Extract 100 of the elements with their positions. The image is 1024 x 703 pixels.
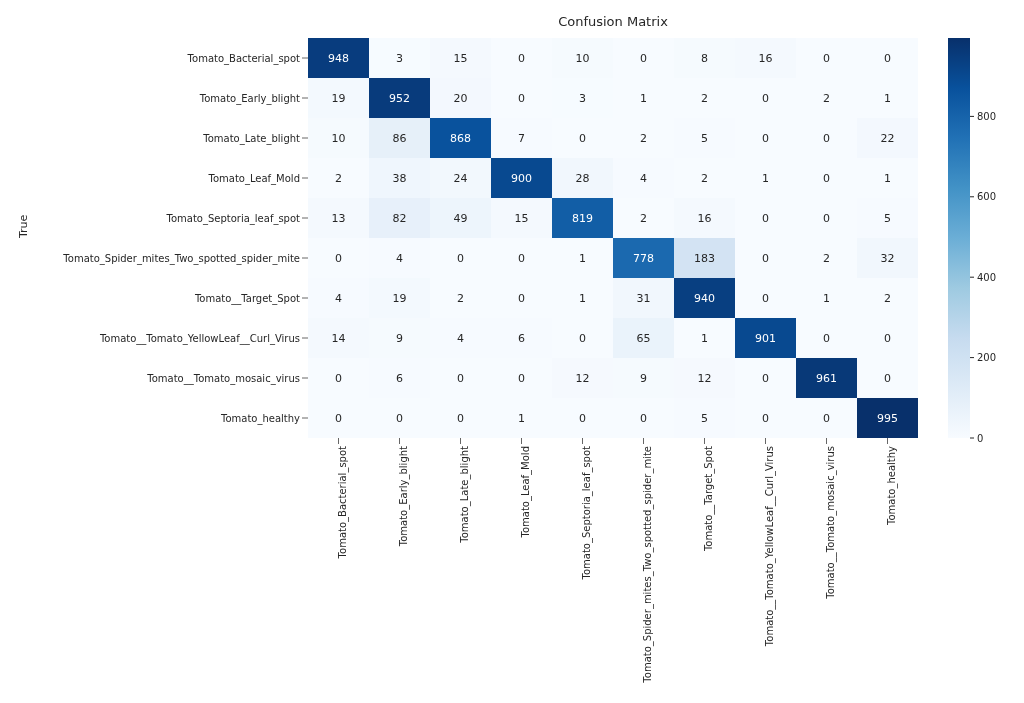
data-label: 5: [884, 211, 891, 225]
x-tick-label: Tomato_healthy: [885, 445, 898, 527]
color-bar-label: 600: [977, 191, 997, 203]
x-tick-label: Tomato_Early_blight: [397, 445, 410, 548]
data-label: 3: [396, 51, 403, 65]
data-label: 1: [518, 411, 525, 425]
data-label: 0: [457, 251, 464, 265]
y-tick-label: Tomato_Late_blight: [202, 132, 301, 145]
data-label: 0: [762, 291, 769, 305]
data-label: 6: [396, 371, 403, 385]
y-tick-label: Tomato_healthy: [219, 412, 301, 425]
data-label: 65: [636, 331, 651, 345]
data-label: 7: [518, 131, 525, 145]
data-label: 31: [636, 291, 651, 305]
data-label: 82: [392, 211, 407, 225]
data-label: 3: [579, 91, 586, 105]
data-label: 49: [453, 211, 468, 225]
data-label: 0: [762, 411, 769, 425]
data-label: 961: [816, 371, 837, 385]
color-bar-label: 400: [977, 271, 997, 283]
data-label: 2: [640, 211, 647, 225]
data-label: 948: [328, 51, 349, 65]
x-tick-label: Tomato_Spider_mites_Two_spotted_spider_mite: [641, 446, 654, 684]
data-label: 183: [694, 251, 715, 265]
data-label: 12: [697, 371, 712, 385]
data-label: 2: [457, 291, 464, 305]
y-tick-label: Tomato_Bacterial_spot: [186, 52, 301, 65]
x-tick-label: Tomato_Leaf_Mold: [519, 446, 532, 539]
data-label: 940: [694, 291, 715, 305]
data-label: 1: [640, 91, 647, 105]
color-bar-label: 200: [977, 352, 997, 364]
data-label: 10: [331, 131, 346, 145]
y-tick-label: Tomato_Spider_mites_Two_spotted_spider_mite: [62, 252, 300, 265]
data-label: 2: [640, 131, 647, 145]
data-label: 9: [396, 331, 403, 345]
data-label: 12: [575, 371, 590, 385]
data-label: 1: [823, 291, 830, 305]
x-tick-label: Tomato__Tomato_YellowLeaf__Curl_Virus: [763, 446, 776, 648]
data-label: 1: [884, 171, 891, 185]
data-label: 0: [640, 51, 647, 65]
data-label: 1: [884, 91, 891, 105]
data-label: 2: [335, 171, 342, 185]
data-label: 0: [640, 411, 647, 425]
chart-title: Confusion Matrix: [557, 14, 669, 29]
data-label: 4: [457, 331, 464, 345]
data-label: 19: [331, 91, 346, 105]
data-label: 0: [518, 251, 525, 265]
x-tick-label: Tomato__Target_Spot: [702, 445, 715, 553]
data-label: 2: [701, 91, 708, 105]
data-label: 0: [823, 131, 830, 145]
data-label: 15: [453, 51, 468, 65]
data-label: 0: [762, 371, 769, 385]
data-label: 1: [701, 331, 708, 345]
data-label: 0: [762, 211, 769, 225]
data-label: 0: [823, 211, 830, 225]
y-axis-title: True: [16, 214, 30, 239]
data-label: 0: [396, 411, 403, 425]
data-label: 1: [579, 251, 586, 265]
data-label: 0: [457, 411, 464, 425]
data-label: 28: [575, 171, 590, 185]
data-label: 2: [823, 91, 830, 105]
y-tick-label: Tomato__Tomato_mosaic_virus: [146, 372, 300, 385]
data-label: 9: [640, 371, 647, 385]
data-label: 0: [823, 331, 830, 345]
data-label: 819: [572, 211, 593, 225]
data-label: 0: [518, 51, 525, 65]
data-label: 952: [389, 91, 410, 105]
color-bar-label: 800: [977, 110, 997, 122]
data-label: 901: [755, 331, 776, 345]
x-tick-label: Tomato_Septoria_leaf_spot: [580, 445, 593, 581]
data-label: 20: [453, 91, 468, 105]
data-label: 0: [335, 251, 342, 265]
data-label: 16: [697, 211, 712, 225]
data-label: 0: [823, 171, 830, 185]
data-label: 778: [633, 251, 654, 265]
data-label: 13: [331, 211, 346, 225]
y-tick-label: Tomato__Tomato_YellowLeaf__Curl_Virus: [98, 332, 300, 345]
data-label: 8: [701, 51, 708, 65]
color-bar-label: 0: [977, 432, 984, 444]
data-label: 4: [640, 171, 647, 185]
y-tick-label: Tomato_Leaf_Mold: [207, 172, 300, 185]
data-label: 22: [880, 131, 895, 145]
data-label: 0: [762, 251, 769, 265]
data-label: 0: [579, 411, 586, 425]
data-label: 6: [518, 331, 525, 345]
data-label: 15: [514, 211, 529, 225]
data-label: 995: [877, 411, 898, 425]
data-label: 0: [457, 371, 464, 385]
data-label: 0: [579, 131, 586, 145]
y-tick-label: Tomato_Early_blight: [198, 92, 301, 105]
data-label: 868: [450, 131, 471, 145]
data-label: 10: [575, 51, 590, 65]
data-label: 0: [762, 131, 769, 145]
y-tick-label: Tomato_Septoria_leaf_spot: [165, 212, 301, 225]
data-label: 5: [701, 131, 708, 145]
data-label: 0: [823, 51, 830, 65]
data-label: 0: [884, 51, 891, 65]
data-label: 0: [335, 411, 342, 425]
data-label: 0: [518, 371, 525, 385]
data-label: 86: [392, 131, 407, 145]
